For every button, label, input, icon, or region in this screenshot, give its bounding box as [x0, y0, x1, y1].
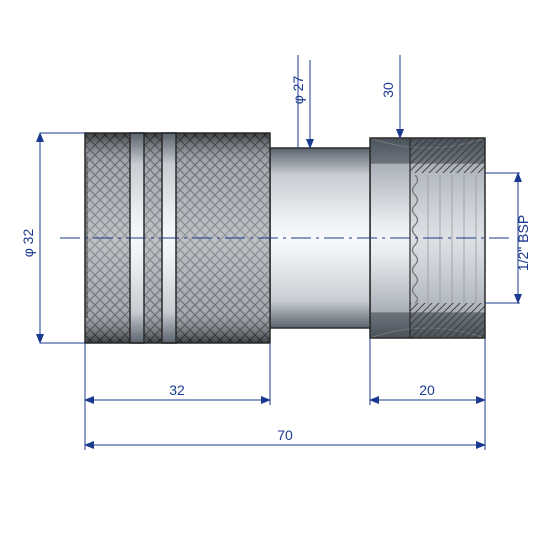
svg-text:30: 30 — [380, 82, 396, 98]
dim-hex-length: 20 — [370, 338, 485, 405]
svg-text:1/2" BSP: 1/2" BSP — [515, 215, 531, 271]
coupling-body — [60, 133, 510, 343]
dim-knurl-length: 32 — [85, 343, 270, 405]
svg-text:32: 32 — [169, 382, 185, 398]
svg-text:70: 70 — [277, 427, 293, 443]
dim-hex-flat: 30 — [380, 55, 400, 138]
svg-text:20: 20 — [419, 382, 435, 398]
drawing-canvas: φ 32 1/2" BSP φ 27 — [0, 0, 550, 550]
technical-drawing-svg: φ 32 1/2" BSP φ 27 — [0, 0, 550, 550]
svg-text:φ 32: φ 32 — [20, 229, 36, 258]
